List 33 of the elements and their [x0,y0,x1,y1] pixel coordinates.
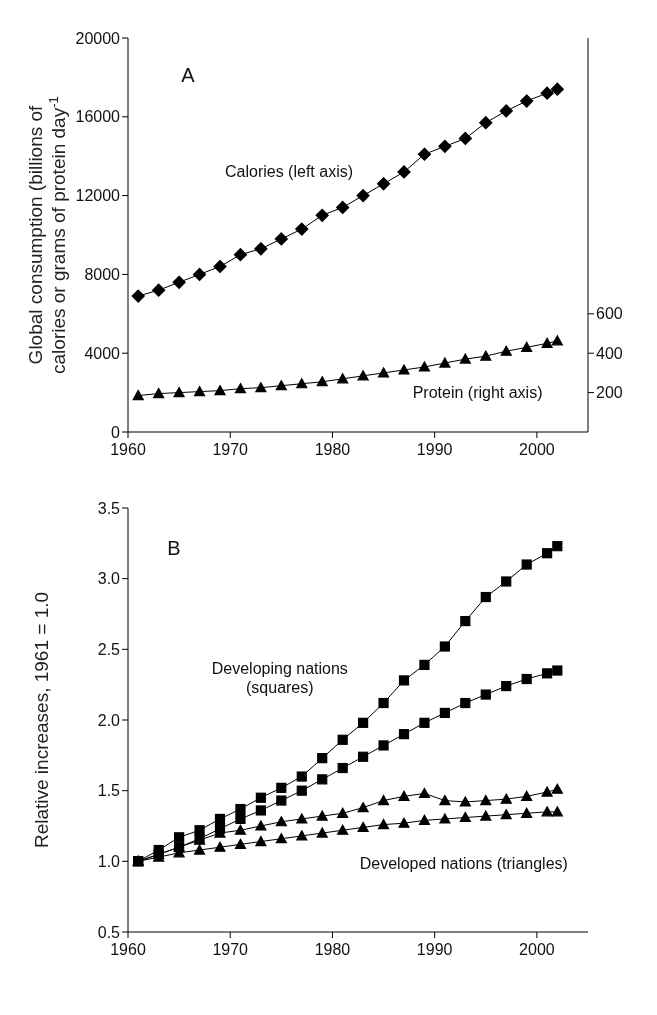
x-tick-label: 1970 [212,941,249,959]
y-tick-label: 4000 [84,344,121,362]
annotation: A [181,64,196,87]
annotation: Calories (left axis) [224,162,354,180]
x-tick-label: 1990 [416,441,453,459]
x-tick-label: 1960 [110,441,146,459]
y2-tick-label: 200 [596,384,623,402]
x-tick-label: 2000 [519,441,555,459]
x-tick-label: 1970 [212,441,249,459]
y2-tick-label: 600 [596,305,623,323]
y-tick-label: 8000 [84,266,121,284]
y-tick-label: 20000 [75,29,121,47]
x-tick-label: 1990 [416,941,453,959]
y-tick-label: 16000 [75,108,121,126]
annotation: Developed nations (triangles) [359,855,568,873]
y-tick-label: 1.0 [97,853,121,871]
y-tick-label: 1.5 [97,782,121,800]
x-tick-label: 1960 [110,941,146,959]
y-tick-label: 0 [111,423,121,441]
y-axis-title: Relative increases, 1961 = 1.0 [31,591,52,849]
annotation: Developing nations (squares) [211,659,348,696]
y-tick-label: 12000 [75,187,121,205]
y-tick-label: 3.5 [97,499,121,517]
annotation: Protein (right axis) [412,383,543,401]
y2-tick-label: 400 [596,344,623,362]
y-tick-label: 0.5 [97,923,121,941]
y-tick-label: 2.5 [97,641,121,659]
y-tick-label: 3.0 [97,570,121,588]
x-tick-label: 1980 [314,941,351,959]
annotation: B [167,537,181,560]
x-tick-label: 1980 [314,441,351,459]
y-tick-label: 2.0 [97,711,121,729]
x-tick-label: 2000 [519,941,555,959]
